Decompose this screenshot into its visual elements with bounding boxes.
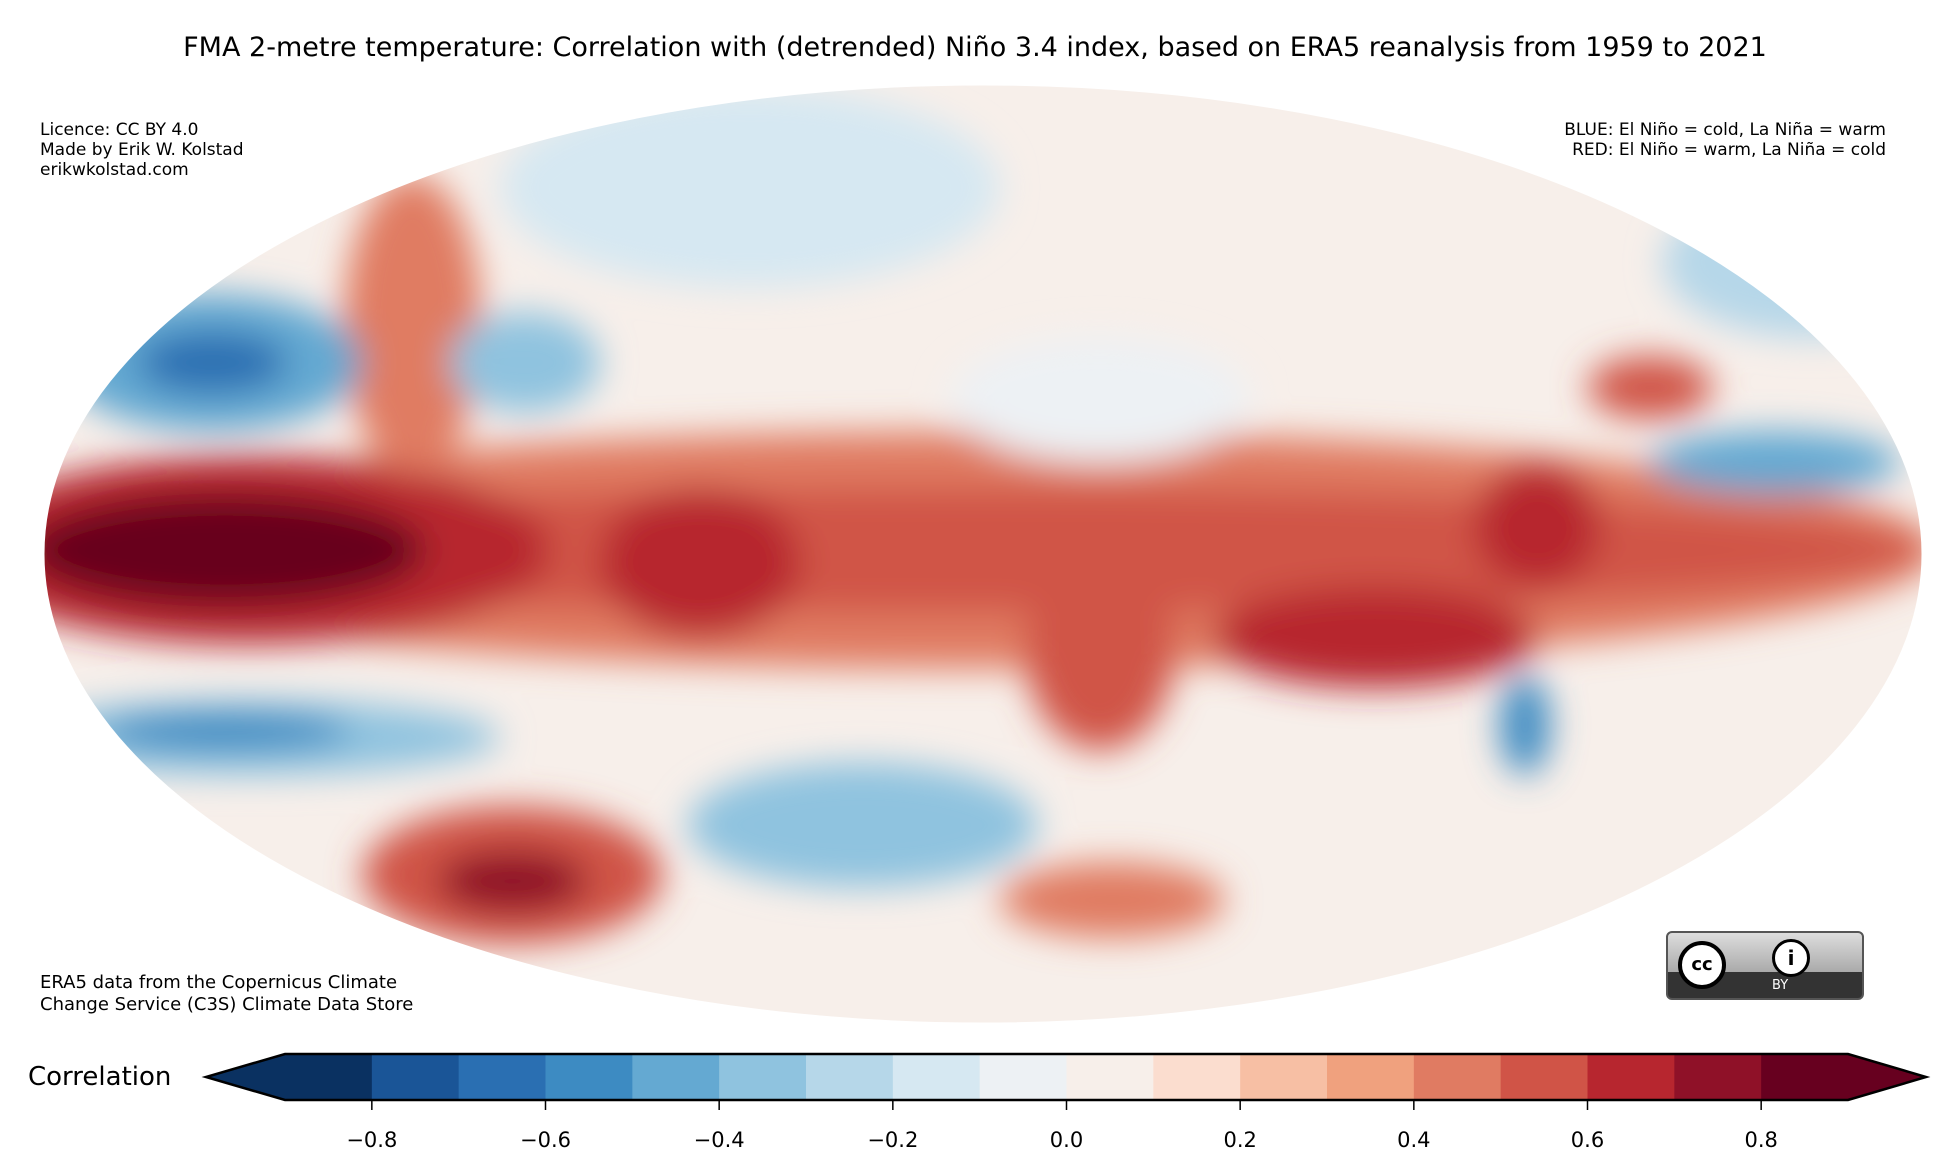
colorbar-segment bbox=[979, 1054, 1067, 1100]
colorbar-tick-label: 0.6 bbox=[1570, 1128, 1605, 1152]
region-east-asia bbox=[1587, 356, 1713, 419]
colorbar-outline bbox=[201, 1052, 1931, 1102]
colorbar-label: Correlation bbox=[28, 1062, 172, 1092]
colorbar-segment bbox=[371, 1054, 460, 1100]
colorbar-segment bbox=[1327, 1054, 1415, 1100]
colorbar-segment bbox=[632, 1054, 720, 1100]
colorbar-tick-label: −0.2 bbox=[867, 1128, 919, 1152]
colorbar-tick-label: 0.4 bbox=[1397, 1128, 1431, 1152]
colorbar-tick-label: −0.6 bbox=[520, 1128, 571, 1152]
region-north-africa bbox=[950, 337, 1250, 463]
colorbar-segment bbox=[1240, 1054, 1328, 1100]
legend-note: BLUE: El Niño = cold, La Niña = warm RED… bbox=[1564, 120, 1886, 160]
region-nino34 bbox=[44, 493, 425, 607]
colorbar-segment bbox=[1153, 1054, 1241, 1100]
colorbar-extend-high bbox=[1848, 1054, 1926, 1100]
colorbar-tick-label: 0.0 bbox=[1049, 1128, 1084, 1152]
colorbar-segment bbox=[892, 1054, 981, 1100]
colorbar-segment bbox=[806, 1054, 894, 1100]
region-gulf-mexico bbox=[450, 312, 600, 413]
region-nw-pacific bbox=[1650, 431, 1900, 494]
colorbar-segment bbox=[1413, 1054, 1502, 1100]
region-indian-ocean bbox=[1212, 587, 1538, 688]
colorbar-segment bbox=[545, 1054, 633, 1100]
region-southern-ocean bbox=[1000, 862, 1225, 938]
region-amazon bbox=[600, 487, 800, 638]
colorbar-segment bbox=[1066, 1054, 1154, 1100]
licence-note: Licence: CC BY 4.0 Made by Erik W. Kolst… bbox=[40, 120, 244, 180]
chart-title: FMA 2-metre temperature: Correlation wit… bbox=[183, 32, 1767, 63]
colorbar-tick-label: 0.8 bbox=[1744, 1128, 1778, 1152]
region-south-atlantic bbox=[687, 762, 1038, 888]
colorbar-segment bbox=[1500, 1054, 1588, 1100]
colorbar-segment bbox=[1674, 1054, 1762, 1100]
colorbar-tick-label: 0.2 bbox=[1223, 1128, 1257, 1152]
region-north-america bbox=[500, 87, 1000, 288]
cc-by-badge[interactable]: cc i BY bbox=[1666, 931, 1864, 1000]
region-west-australia bbox=[1500, 675, 1550, 775]
colorbar-tick-label: −0.8 bbox=[346, 1128, 398, 1152]
colorbar-segment bbox=[719, 1054, 807, 1100]
attribution-icon: i bbox=[1772, 939, 1810, 977]
region-southern-africa bbox=[1025, 550, 1175, 750]
region-ne-pacific bbox=[343, 175, 482, 475]
colorbar-segment bbox=[285, 1054, 373, 1100]
source-note: ERA5 data from the Copernicus Climate Ch… bbox=[40, 972, 414, 1015]
by-label: BY bbox=[1772, 978, 1789, 993]
cc-icon: cc bbox=[1678, 941, 1726, 989]
colorbar-extend-low bbox=[206, 1054, 285, 1100]
colorbar-segment bbox=[1761, 1054, 1849, 1100]
colorbar-segment bbox=[458, 1054, 546, 1100]
colorbar-tick-label: −0.4 bbox=[693, 1128, 745, 1152]
colorbar-segment bbox=[1587, 1054, 1675, 1100]
region-maritime bbox=[1475, 462, 1600, 588]
